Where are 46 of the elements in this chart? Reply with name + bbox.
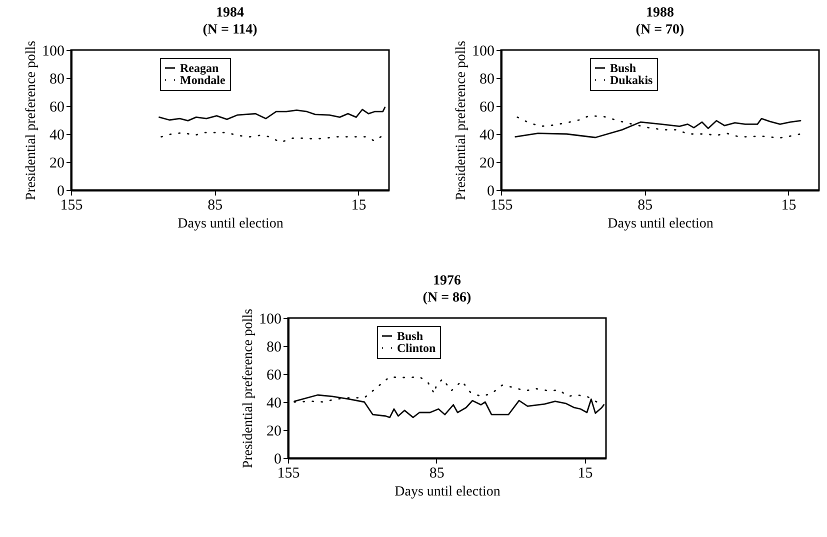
x-tick-label: 155: [277, 466, 300, 482]
y-tick-label: 20: [480, 156, 494, 172]
x-tick-label: 85: [638, 198, 653, 214]
chart-title: 1976: [433, 273, 461, 288]
legend-label: Bush: [610, 61, 636, 75]
y-tick-label: 40: [480, 128, 494, 144]
y-tick-label: 80: [480, 72, 494, 88]
y-tick-label: 40: [50, 128, 64, 144]
y-tick-label: 0: [487, 184, 494, 200]
x-tick-label: 85: [208, 198, 223, 214]
x-tick-label: 155: [490, 198, 513, 214]
legend-label: Dukakis: [610, 73, 654, 87]
legend-label: Reagan: [180, 61, 219, 75]
y-tick-label: 40: [266, 396, 282, 412]
y-axis-title: Presidential preference polls: [241, 308, 256, 468]
y-tick-label: 80: [50, 72, 64, 88]
x-axis-title: Days until election: [608, 216, 714, 232]
chart-subtitle: (N = 86): [422, 290, 472, 306]
chart-subtitle: (N = 114): [202, 22, 258, 38]
line-series: [160, 132, 384, 144]
x-tick-label: 85: [429, 466, 444, 482]
legend-label: Clinton: [397, 341, 436, 355]
legend-label: Bush: [397, 329, 424, 343]
x-tick-label: 15: [578, 466, 593, 482]
y-tick-label: 20: [50, 156, 64, 172]
line-series: [158, 106, 386, 122]
chart-title: 1984: [216, 5, 244, 20]
y-axis-title: Presidential preference polls: [24, 40, 39, 200]
chart-subtitle: (N = 70): [636, 22, 685, 38]
x-tick-label: 15: [351, 198, 366, 214]
y-tick-label: 60: [50, 100, 64, 116]
y-tick-label: 100: [472, 44, 494, 60]
y-tick-label: 20: [266, 424, 282, 440]
y-tick-label: 60: [266, 368, 282, 384]
y-tick-label: 100: [259, 312, 282, 328]
y-tick-label: 0: [57, 184, 64, 200]
x-tick-label: 15: [781, 198, 796, 214]
x-tick-label: 155: [60, 198, 83, 214]
y-tick-label: 100: [42, 44, 64, 60]
chart-title: 1988: [646, 5, 674, 20]
x-axis-title: Days until election: [394, 484, 500, 500]
y-axis-title: Presidential preference polls: [454, 40, 469, 200]
y-tick-label: 60: [480, 100, 494, 116]
y-tick-label: 0: [274, 452, 282, 468]
y-tick-label: 80: [266, 340, 282, 356]
x-axis-title: Days until election: [178, 216, 284, 232]
